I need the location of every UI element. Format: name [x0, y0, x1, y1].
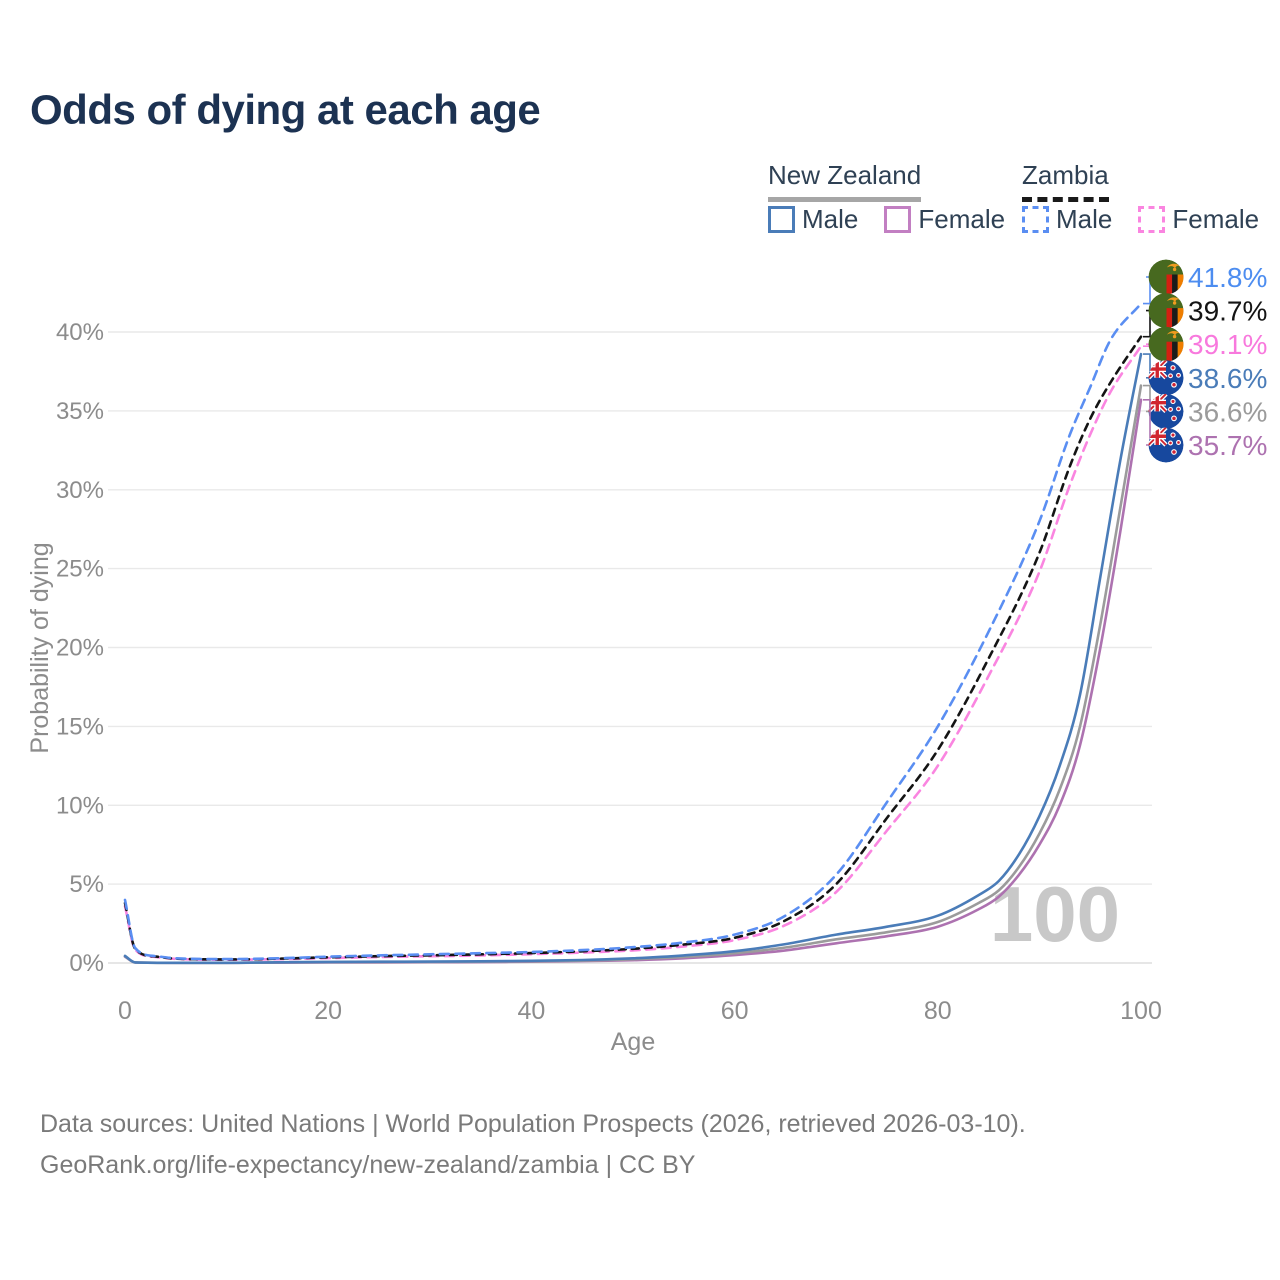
legend-group-new-zealand: New Zealand Male Female	[768, 160, 1005, 234]
x-tick-label: 0	[118, 997, 132, 1025]
y-tick-label: 10%	[56, 792, 104, 819]
zambia-flag-icon	[1149, 327, 1184, 362]
page-title: Odds of dying at each age	[30, 86, 541, 133]
legend-group-zambia: Zambia Male Female	[1022, 160, 1259, 234]
end-label-connector	[1143, 353, 1151, 379]
end-label-connector	[1143, 399, 1151, 446]
footer: Data sources: United Nations | World Pop…	[40, 1104, 1026, 1185]
legend-label-zambia-female[interactable]: Female	[1172, 204, 1260, 234]
end-label-connector	[1143, 276, 1151, 305]
gridlines	[108, 331, 1152, 964]
footer-url-line: GeoRank.org/life-expectancy/new-zealand/…	[40, 1150, 696, 1179]
series-lines	[123, 302, 1143, 965]
age-watermark-label: 100	[990, 870, 1120, 958]
legend-country-zambia[interactable]: Zambia	[1022, 160, 1109, 202]
series-line-zambia-male	[123, 302, 1143, 961]
legend-swatch-nz-male-icon[interactable]	[768, 206, 795, 233]
x-tick-label: 60	[721, 997, 749, 1025]
end-label-connector	[1143, 309, 1151, 338]
series-line-zambia-female	[123, 344, 1143, 962]
end-value-label-zambia-female: 39.1%	[1188, 329, 1267, 360]
x-tick-label: 40	[517, 997, 545, 1025]
y-axis-title: Probability of dying	[26, 542, 54, 753]
legend-label-nz-male[interactable]: Male	[802, 204, 859, 234]
new-zealand-flag-icon	[1149, 428, 1184, 463]
y-tick-label: 35%	[56, 398, 104, 425]
y-tick-label: 30%	[56, 477, 104, 504]
legend-country-new-zealand[interactable]: New Zealand	[768, 160, 922, 202]
y-tick-label: 0%	[69, 950, 104, 977]
end-value-label-zambia-both: 39.7%	[1188, 296, 1267, 327]
x-axis-title: Age	[611, 1028, 655, 1056]
x-tick-label: 100	[1120, 997, 1162, 1025]
end-value-label-nz-both: 36.6%	[1188, 396, 1267, 427]
y-tick-label: 40%	[56, 319, 104, 346]
legend-swatch-zambia-male-icon[interactable]	[1022, 206, 1049, 233]
y-tick-label: 25%	[56, 556, 104, 583]
legend: New Zealand Male Female Zambia Male Fema…	[0, 0, 1280, 250]
legend-swatch-nz-female-icon[interactable]	[884, 206, 912, 233]
y-tick-label: 20%	[56, 635, 104, 662]
y-tick-label: 5%	[69, 871, 104, 898]
end-labels: 41.8%39.7%39.1%38.6%36.6%35.7%	[1143, 260, 1267, 463]
zambia-flag-icon	[1149, 293, 1184, 328]
footer-sources-line: Data sources: United Nations | World Pop…	[40, 1110, 1026, 1138]
axis-labels: 0% 5% 10% 15% 20% 25% 30% 35% 40% 0 20 40 60 80 100 Age…	[26, 319, 1162, 1056]
end-value-label-nz-male: 38.6%	[1188, 363, 1267, 394]
age-watermark: 100	[990, 870, 1120, 958]
series-line-nz-male	[123, 352, 1143, 965]
legend-label-zambia-male[interactable]: Male	[1056, 204, 1113, 234]
end-label-connector	[1143, 384, 1151, 413]
y-tick-label: 15%	[56, 713, 104, 740]
x-tick-label: 80	[924, 997, 952, 1025]
zambia-flag-icon	[1149, 260, 1184, 295]
end-value-label-nz-female: 35.7%	[1188, 430, 1267, 461]
x-tick-label: 20	[314, 997, 342, 1025]
legend-label-nz-female[interactable]: Female	[918, 204, 1006, 234]
new-zealand-flag-icon	[1149, 360, 1184, 395]
series-line-nz-female	[123, 398, 1143, 965]
new-zealand-flag-icon	[1149, 394, 1184, 429]
legend-swatch-zambia-female-icon[interactable]	[1138, 206, 1166, 233]
end-value-label-zambia-male: 41.8%	[1188, 262, 1267, 293]
